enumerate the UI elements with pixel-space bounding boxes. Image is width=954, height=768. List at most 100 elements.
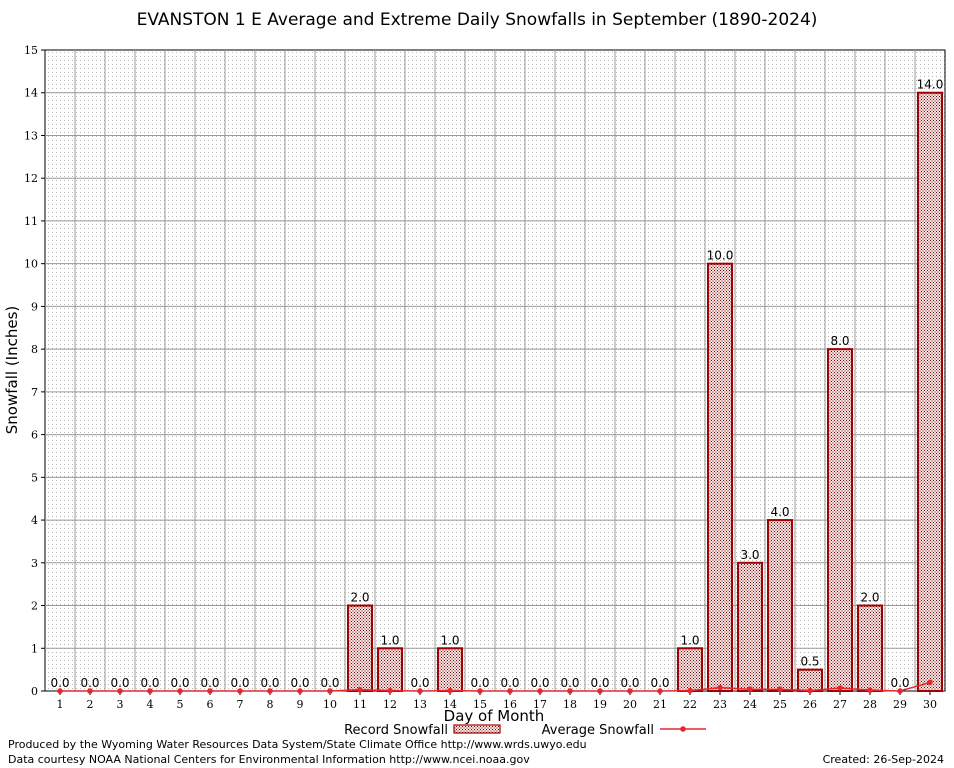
footer-courtesy: Data courtesy NOAA National Centers for … — [8, 753, 530, 766]
y-axis-label: Snowfall (Inches) — [3, 306, 21, 434]
y-tick-label: 12 — [24, 172, 38, 185]
x-tick-label: 13 — [413, 698, 427, 711]
x-tick-label: 6 — [207, 698, 214, 711]
y-tick-label: 15 — [24, 44, 38, 57]
record-bar — [857, 604, 883, 692]
average-point — [867, 687, 873, 693]
x-tick-label: 16 — [503, 698, 517, 711]
average-point — [927, 679, 933, 686]
y-tick-label: 0 — [31, 685, 38, 698]
average-point — [147, 688, 153, 694]
record-bar-label: 0.5 — [800, 655, 819, 669]
x-tick-label: 29 — [893, 698, 907, 711]
x-tick-label: 4 — [147, 698, 154, 711]
average-point — [837, 685, 843, 691]
y-tick-label: 4 — [31, 514, 38, 527]
average-point — [87, 688, 93, 694]
record-bar-label: 1.0 — [680, 633, 699, 647]
y-tick-label: 11 — [24, 215, 38, 228]
record-bar — [707, 262, 733, 692]
x-tick-label: 25 — [773, 698, 787, 711]
average-point — [117, 688, 123, 694]
average-point — [897, 688, 903, 694]
average-point — [297, 688, 303, 694]
average-point — [567, 688, 573, 694]
record-bar-label: 0.0 — [470, 676, 489, 690]
x-tick-label: 26 — [803, 698, 817, 711]
record-bar-label: 0.0 — [500, 676, 519, 690]
record-bar-label: 10.0 — [707, 249, 734, 263]
y-tick-label: 10 — [24, 258, 38, 271]
y-tick-label: 13 — [24, 129, 38, 142]
legend-record-swatch — [453, 724, 501, 734]
x-tick-label: 10 — [323, 698, 337, 711]
x-tick-label: 11 — [353, 698, 367, 711]
average-point — [627, 688, 633, 694]
record-bar-label: 0.0 — [620, 676, 639, 690]
footer-produced-by: Produced by the Wyoming Water Resources … — [8, 738, 587, 751]
average-point — [177, 688, 183, 694]
x-tick-label: 9 — [297, 698, 304, 711]
average-line — [57, 679, 933, 694]
y-tick-label: 9 — [31, 300, 38, 313]
chart-title: EVANSTON 1 E Average and Extreme Daily S… — [137, 10, 818, 30]
average-series-line — [60, 681, 931, 692]
average-point — [267, 688, 273, 694]
legend-average-marker — [680, 726, 686, 732]
x-tick-label: 2 — [87, 698, 94, 711]
x-tick-label: 23 — [713, 698, 727, 711]
record-bar-label: 0.0 — [230, 676, 249, 690]
x-tick-label: 1 — [57, 698, 64, 711]
average-point — [477, 688, 483, 694]
record-bar-label: 0.0 — [890, 676, 909, 690]
record-bar — [827, 348, 853, 692]
x-tick-label: 28 — [863, 698, 877, 711]
record-bar-label: 0.0 — [650, 676, 669, 690]
average-point — [717, 684, 723, 691]
record-bar-label: 1.0 — [380, 633, 399, 647]
x-tick-label: 30 — [923, 698, 937, 711]
x-tick-label: 19 — [593, 698, 607, 711]
average-point — [447, 687, 453, 694]
average-point — [327, 688, 333, 694]
record-bar-label: 0.0 — [200, 676, 219, 690]
record-bar-label: 8.0 — [830, 334, 849, 348]
record-bar-label: 0.0 — [170, 676, 189, 690]
average-point — [357, 686, 363, 693]
average-point — [387, 687, 393, 694]
record-bar-label: 0.0 — [530, 676, 549, 690]
record-bar-label: 0.0 — [410, 676, 429, 690]
legend-record-label: Record Snowfall — [344, 723, 448, 738]
y-tick-label: 8 — [31, 343, 38, 356]
record-bar — [737, 561, 763, 692]
x-tick-label: 21 — [653, 698, 667, 711]
x-tick-label: 20 — [623, 698, 637, 711]
footer-created: Created: 26-Sep-2024 — [822, 753, 944, 766]
x-tick-label: 27 — [833, 698, 847, 711]
y-tick-label: 6 — [31, 429, 38, 442]
legend: Record Snowfall Average Snowfall — [344, 723, 706, 738]
record-bar-label: 0.0 — [260, 676, 279, 690]
average-point — [237, 688, 243, 694]
y-tick-label: 14 — [24, 87, 38, 100]
record-bar — [377, 647, 403, 692]
y-tick-label: 5 — [31, 471, 38, 484]
average-point — [597, 688, 603, 694]
record-bar-label: 0.0 — [50, 676, 69, 690]
record-bar-label: 0.0 — [560, 676, 579, 690]
x-axis-label: Day of Month — [444, 707, 545, 725]
record-bar — [347, 604, 373, 692]
legend-average-label: Average Snowfall — [542, 723, 654, 738]
y-tick-label: 1 — [31, 642, 38, 655]
average-point — [807, 687, 813, 694]
y-tick-label: 7 — [31, 386, 38, 399]
average-point — [777, 686, 783, 693]
x-tick-label: 5 — [177, 698, 184, 711]
average-point — [57, 688, 63, 694]
x-tick-label: 12 — [383, 698, 397, 711]
x-axis-ticks: 1 2 3 4 5 6 7 8 9 10 11 12 13 14 15 16 17 18 19 20 21 22 23 24 2… — [57, 691, 937, 711]
x-tick-label: 8 — [267, 698, 274, 711]
average-point — [507, 688, 513, 694]
